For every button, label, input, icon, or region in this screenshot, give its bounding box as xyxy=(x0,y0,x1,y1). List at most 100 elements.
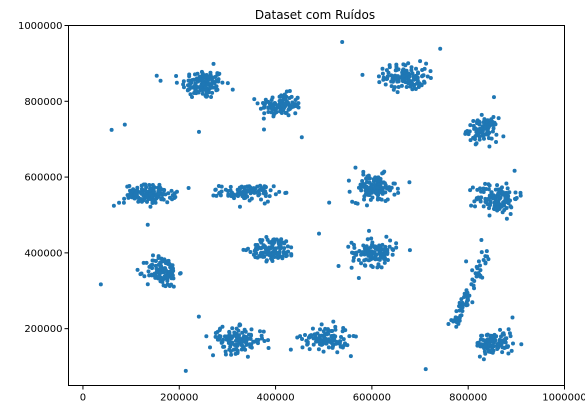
data-point xyxy=(382,248,387,253)
data-point xyxy=(281,251,286,256)
data-point xyxy=(519,342,524,347)
data-point xyxy=(353,165,358,170)
data-point xyxy=(475,341,480,346)
data-point xyxy=(368,197,373,202)
data-point xyxy=(293,111,298,116)
data-point xyxy=(481,204,486,209)
data-point xyxy=(213,187,218,192)
data-point xyxy=(218,193,223,198)
data-point xyxy=(288,347,293,352)
data-point xyxy=(418,59,423,64)
data-point xyxy=(258,239,263,244)
data-point xyxy=(489,338,494,343)
data-point xyxy=(262,201,267,206)
data-point xyxy=(392,192,397,197)
data-point xyxy=(488,121,493,126)
x-tick-label: 0 xyxy=(80,393,86,404)
data-point xyxy=(144,185,149,190)
data-point xyxy=(137,196,142,201)
data-point xyxy=(138,272,143,277)
data-point xyxy=(192,72,197,77)
data-point xyxy=(217,337,222,342)
data-point xyxy=(468,188,473,193)
data-point xyxy=(486,257,491,262)
data-point xyxy=(493,187,498,192)
data-point xyxy=(423,367,428,372)
data-point xyxy=(139,199,144,204)
data-point xyxy=(370,242,375,247)
data-point xyxy=(147,273,152,278)
data-point xyxy=(298,334,303,339)
data-point xyxy=(484,249,489,254)
data-point xyxy=(493,201,498,206)
data-point xyxy=(371,186,376,191)
data-point xyxy=(396,67,401,72)
data-point xyxy=(220,339,225,344)
data-point xyxy=(496,345,501,350)
data-point xyxy=(493,122,498,127)
data-point xyxy=(375,265,380,270)
data-point xyxy=(346,244,351,249)
data-point xyxy=(425,74,430,79)
data-point xyxy=(265,237,270,242)
data-point xyxy=(200,71,205,76)
data-point xyxy=(146,269,151,274)
data-point xyxy=(321,349,326,354)
data-point xyxy=(253,255,258,260)
data-point xyxy=(500,350,505,355)
data-point xyxy=(428,69,433,74)
data-point xyxy=(191,77,196,82)
data-point xyxy=(296,101,301,106)
data-point xyxy=(389,185,394,190)
data-point xyxy=(264,246,269,251)
data-point xyxy=(209,94,214,99)
data-point xyxy=(407,180,412,185)
data-point xyxy=(167,262,172,267)
data-point xyxy=(478,337,483,342)
data-point xyxy=(383,190,388,195)
data-point xyxy=(409,65,414,70)
data-point xyxy=(266,105,271,110)
data-point xyxy=(256,337,261,342)
data-point xyxy=(355,201,360,206)
data-point xyxy=(470,268,475,273)
data-point xyxy=(494,198,499,203)
data-point xyxy=(476,195,481,200)
data-point xyxy=(275,103,280,108)
data-point xyxy=(502,208,507,213)
data-point xyxy=(498,195,503,200)
data-point xyxy=(367,258,372,263)
data-point xyxy=(165,259,170,264)
data-point xyxy=(457,315,462,320)
data-point xyxy=(284,253,289,258)
data-point xyxy=(329,329,334,333)
data-point xyxy=(283,190,288,195)
data-point xyxy=(484,333,489,338)
data-point xyxy=(276,241,281,246)
data-point xyxy=(183,368,188,373)
data-point xyxy=(109,127,114,132)
data-point xyxy=(457,300,462,305)
data-point xyxy=(514,195,519,200)
data-point xyxy=(284,110,289,115)
data-point xyxy=(196,314,201,319)
data-point xyxy=(271,184,276,189)
data-point xyxy=(174,73,179,78)
data-point xyxy=(234,326,239,331)
x-tick-label: 400000 xyxy=(256,393,294,404)
data-point xyxy=(388,238,393,243)
data-point xyxy=(518,193,523,198)
data-point xyxy=(310,326,315,331)
data-point xyxy=(279,237,284,242)
data-point xyxy=(472,137,477,142)
data-point xyxy=(259,250,264,255)
data-point xyxy=(153,273,158,278)
x-tick-label: 1000000 xyxy=(542,393,585,404)
data-point xyxy=(166,191,171,196)
data-point xyxy=(412,74,417,79)
data-point xyxy=(287,89,292,93)
data-point xyxy=(362,249,367,254)
data-point xyxy=(282,246,287,251)
data-point xyxy=(275,255,280,260)
